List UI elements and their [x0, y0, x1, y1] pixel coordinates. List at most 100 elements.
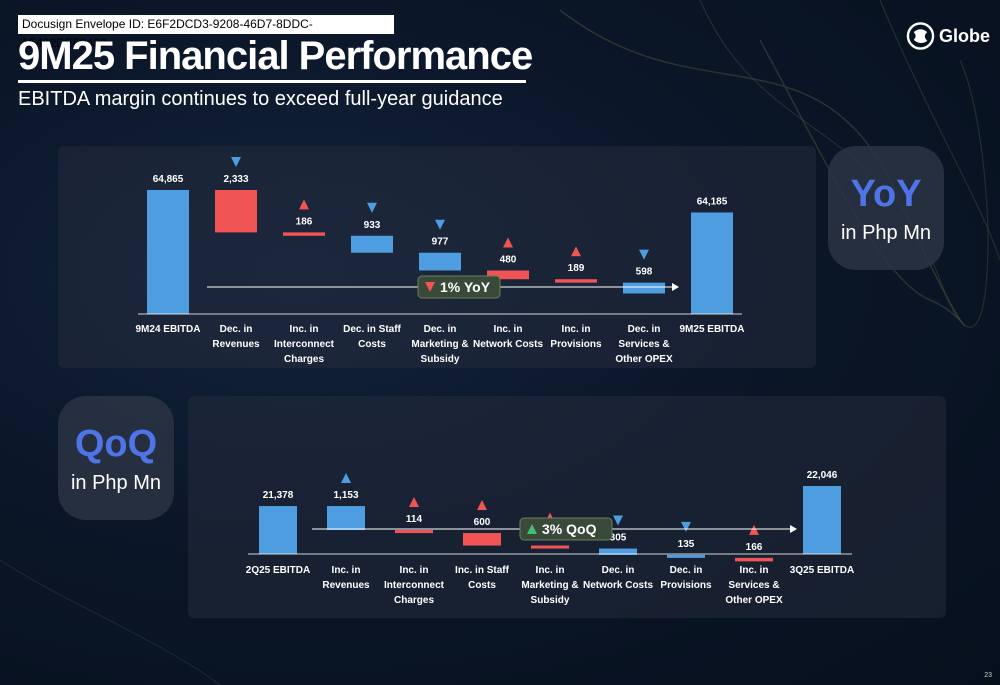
yoy-badge-label: YoY — [850, 172, 922, 215]
yoy-bar-2 — [283, 232, 325, 236]
yoy-arrow-icon-2 — [299, 199, 309, 210]
yoy-badge: YoY in Php Mn — [828, 146, 944, 270]
qoq-badge-unit: in Php Mn — [70, 471, 162, 494]
qoq-category-label-5-0: Dec. in — [602, 565, 635, 576]
qoq-category-label-7-2: Other OPEX — [725, 595, 783, 606]
page-number: 23 — [984, 672, 992, 679]
qoq-bar-7 — [735, 557, 773, 562]
qoq-category-label-1-0: Inc. in — [332, 565, 361, 576]
yoy-value-2: 186 — [296, 216, 313, 227]
yoy-bar-1 — [215, 190, 257, 233]
page-title: 9M25 Financial Performance — [18, 34, 533, 78]
yoy-category-label-3-1: Costs — [358, 339, 386, 350]
yoy-category-label-0-0: 9M24 EBITDA — [135, 324, 200, 335]
qoq-arrow-icon-1 — [341, 473, 351, 484]
yoy-category-label-7-1: Services & — [618, 339, 669, 350]
yoy-category-label-6-0: Inc. in — [562, 324, 591, 335]
qoq-category-label-4-2: Subsidy — [531, 595, 570, 606]
yoy-value-5: 480 — [500, 254, 517, 265]
qoq-category-label-2-2: Charges — [394, 595, 434, 606]
qoq-value-7: 166 — [746, 542, 763, 553]
yoy-bar-0 — [147, 190, 189, 314]
qoq-arrow-icon-6 — [681, 521, 691, 532]
qoq-bar-3 — [463, 533, 501, 546]
yoy-arrow-icon-1 — [231, 157, 241, 167]
yoy-arrow-icon-6 — [571, 246, 581, 257]
qoq-category-label-3-1: Costs — [468, 580, 496, 591]
yoy-category-label-4-2: Subsidy — [421, 354, 460, 365]
qoq-arrow-icon-2 — [409, 497, 419, 508]
qoq-category-label-8-0: 3Q25 EBITDA — [790, 565, 854, 576]
yoy-category-label-1-0: Dec. in — [220, 324, 253, 335]
yoy-arrow-icon-4 — [435, 219, 445, 230]
qoq-arrow-icon-5 — [613, 515, 623, 526]
qoq-value-3: 600 — [474, 517, 491, 528]
yoy-change-direction-icon — [425, 282, 435, 292]
yoy-value-1: 2,333 — [223, 174, 248, 185]
yoy-value-4: 977 — [432, 237, 449, 248]
qoq-change-pill — [519, 517, 613, 541]
globe-logo-icon — [906, 22, 935, 50]
yoy-change-pill — [417, 275, 501, 299]
yoy-category-label-3-0: Dec. in Staff — [343, 324, 401, 335]
logo-text: Globe — [938, 25, 990, 46]
qoq-bar-1 — [327, 506, 365, 531]
page-subtitle: EBITDA margin continues to exceed full-y… — [18, 88, 503, 110]
qoq-category-label-6-0: Dec. in — [670, 565, 703, 576]
qoq-bar-2 — [395, 530, 433, 534]
yoy-value-6: 189 — [568, 263, 585, 274]
yoy-category-label-2-2: Charges — [284, 354, 324, 365]
qoq-value-6: 135 — [678, 539, 695, 550]
yoy-arrow-icon-7 — [639, 249, 649, 260]
yoy-value-3: 933 — [364, 220, 381, 231]
qoq-category-label-0-0: 2Q25 EBITDA — [246, 565, 310, 576]
qoq-change-arrowhead — [790, 525, 797, 533]
yoy-category-label-7-2: Other OPEX — [615, 354, 673, 365]
qoq-value-5: 305 — [610, 533, 627, 544]
qoq-arrow-icon-7 — [749, 524, 759, 535]
qoq-category-label-6-1: Provisions — [660, 580, 712, 591]
yoy-category-label-6-1: Provisions — [550, 339, 602, 350]
yoy-category-label-5-1: Network Costs — [473, 339, 543, 350]
qoq-category-label-1-1: Revenues — [322, 580, 370, 591]
qoq-badge: QoQ in Php Mn — [58, 396, 174, 520]
yoy-bar-3 — [351, 235, 393, 253]
title-underline — [18, 80, 526, 83]
envelope-id: Docusign Envelope ID: E6F2DCD3-9208-46D7… — [18, 15, 394, 50]
qoq-category-label-4-1: Marketing & — [521, 580, 578, 591]
yoy-value-0: 64,865 — [153, 174, 184, 185]
qoq-bar-8 — [803, 486, 841, 554]
qoq-arrow-icon-3 — [477, 500, 487, 511]
qoq-bar-4 — [531, 545, 569, 549]
yoy-bar-6 — [555, 279, 597, 283]
yoy-category-label-7-0: Dec. in — [628, 324, 661, 335]
qoq-value-8: 22,046 — [807, 470, 838, 481]
yoy-bar-7 — [623, 282, 665, 294]
yoy-category-label-1-1: Revenues — [212, 339, 260, 350]
yoy-bar-4 — [419, 252, 461, 271]
globe-logo: Globe — [906, 18, 990, 54]
yoy-category-label-8-0: 9M25 EBITDA — [679, 324, 744, 335]
yoy-category-label-5-0: Inc. in — [494, 324, 523, 335]
qoq-category-label-7-1: Services & — [728, 580, 779, 591]
yoy-value-7: 598 — [636, 267, 653, 278]
yoy-bar-5 — [487, 270, 529, 280]
qoq-category-label-7-0: Inc. in — [740, 565, 769, 576]
yoy-arrow-icon-5 — [503, 237, 513, 248]
qoq-category-label-2-0: Inc. in — [400, 565, 429, 576]
qoq-category-label-2-1: Interconnect — [384, 580, 445, 591]
qoq-value-1: 1,153 — [333, 490, 358, 501]
yoy-change-label: 1% YoY — [440, 279, 491, 295]
yoy-category-label-4-0: Dec. in — [424, 324, 457, 335]
yoy-category-label-4-1: Marketing & — [411, 339, 468, 350]
qoq-category-label-4-0: Inc. in — [536, 565, 565, 576]
qoq-change-label: 3% QoQ — [542, 521, 597, 537]
qoq-bar-0 — [259, 506, 297, 554]
yoy-category-label-2-1: Interconnect — [274, 339, 335, 350]
qoq-value-2: 114 — [406, 514, 423, 525]
yoy-badge-unit: in Php Mn — [840, 221, 932, 244]
qoq-bar-5 — [599, 548, 637, 555]
qoq-value-0: 21,378 — [263, 490, 294, 501]
qoq-bar-6 — [667, 554, 705, 558]
